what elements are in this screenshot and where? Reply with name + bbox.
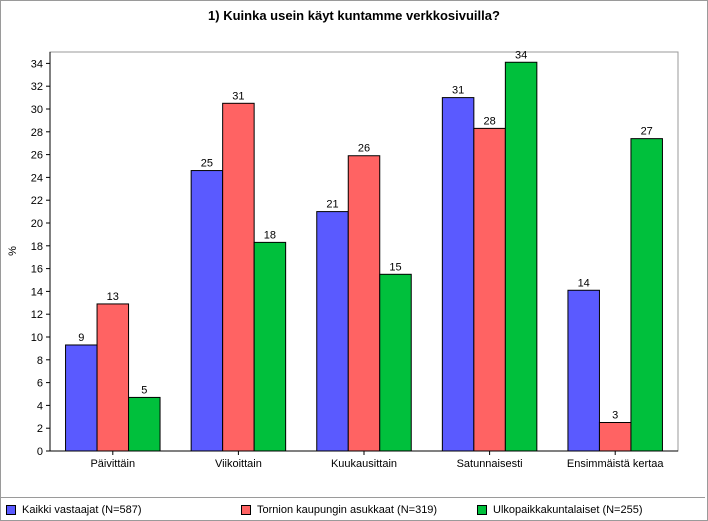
bar-value-label: 28 [483,115,495,127]
bar [128,396,161,452]
legend: Kaikki vastaajat (N=587) Tornion kaupung… [1,497,705,520]
legend-item-kaikki: Kaikki vastaajat (N=587) [6,503,142,517]
x-tick-label: Satunnaisesti [457,458,523,470]
data-labels: 9 13 5 25 31 18 21 26 15 31 28 34 14 3 27 [78,49,653,421]
bar [96,303,130,452]
bar [316,211,349,452]
bar-value-label: 14 [578,277,590,289]
bar [347,155,381,452]
y-tick-label: 24 [31,172,43,184]
x-tick-label: Päivittäin [90,458,135,470]
bar-value-label: 34 [515,49,527,61]
y-tick-label: 20 [31,218,43,230]
bar [630,138,663,452]
bar [379,273,412,452]
y-tick-label: 8 [37,355,43,367]
bar [504,61,538,452]
y-tick-label: 18 [31,241,43,253]
y-tick-label: 12 [31,309,43,321]
legend-swatch-kaikki [6,505,16,515]
legend-swatch-tornio [241,505,251,515]
y-tick-label: 32 [31,81,43,93]
y-tick-label: 0 [37,446,43,458]
legend-item-tornio: Tornion kaupungin asukkaat (N=319) [241,503,437,517]
bar-value-label: 3 [612,410,618,422]
bar-value-label: 9 [78,332,84,344]
x-tick-label: Ensimmäistä kertaa [567,458,664,470]
bar-value-label: 5 [141,384,147,396]
bar [222,102,255,452]
legend-label-kaikki: Kaikki vastaajat (N=587) [22,504,142,516]
y-tick-label: 14 [31,286,43,298]
bar-value-label: 31 [452,85,464,97]
y-axis-label: % [7,246,19,256]
y-tick-label: 2 [37,423,43,435]
y-tick-label: 34 [31,58,43,70]
bar [473,127,506,452]
legend-swatch-ulkopaikka [477,505,487,515]
x-axis-ticks: Päivittäin Viikoittain Kuukausittain Satunn… [90,451,664,470]
legend-label-ulkopaikka: Ulkopaikkakuntalaiset (N=255) [493,504,643,516]
y-tick-label: 22 [31,195,43,207]
bar [598,422,632,452]
y-tick-label: 6 [37,378,43,390]
bar-value-label: 26 [358,143,370,155]
bar-value-label: 25 [201,158,213,170]
y-tick-label: 28 [31,127,43,139]
y-tick-label: 30 [31,104,43,116]
bar [253,241,287,452]
legend-label-tornio: Tornion kaupungin asukkaat (N=319) [257,504,438,516]
legend-item-ulkopaikka: Ulkopaikkakuntalaiset (N=255) [477,503,643,517]
bar [190,170,224,452]
y-tick-label: 4 [37,400,43,412]
y-tick-label: 26 [31,150,43,162]
bar [567,289,600,452]
chart-title: 1) Kuinka usein käyt kuntamme verkkosivu… [208,8,500,23]
bar-chart: 1) Kuinka usein käyt kuntamme verkkosivu… [7,8,679,470]
y-tick-label: 10 [31,332,43,344]
bar-value-label: 31 [232,90,244,102]
bar [441,97,475,452]
y-tick-label: 16 [31,264,43,276]
bar-value-label: 13 [107,291,119,303]
x-tick-label: Kuukausittain [331,458,397,470]
bar-value-label: 15 [389,261,401,273]
bar-value-label: 21 [326,199,338,211]
bar-value-label: 18 [264,229,276,241]
bar-value-label: 27 [641,126,653,138]
bar [65,344,98,452]
x-tick-label: Viikoittain [215,458,262,470]
bar-series [65,61,663,452]
